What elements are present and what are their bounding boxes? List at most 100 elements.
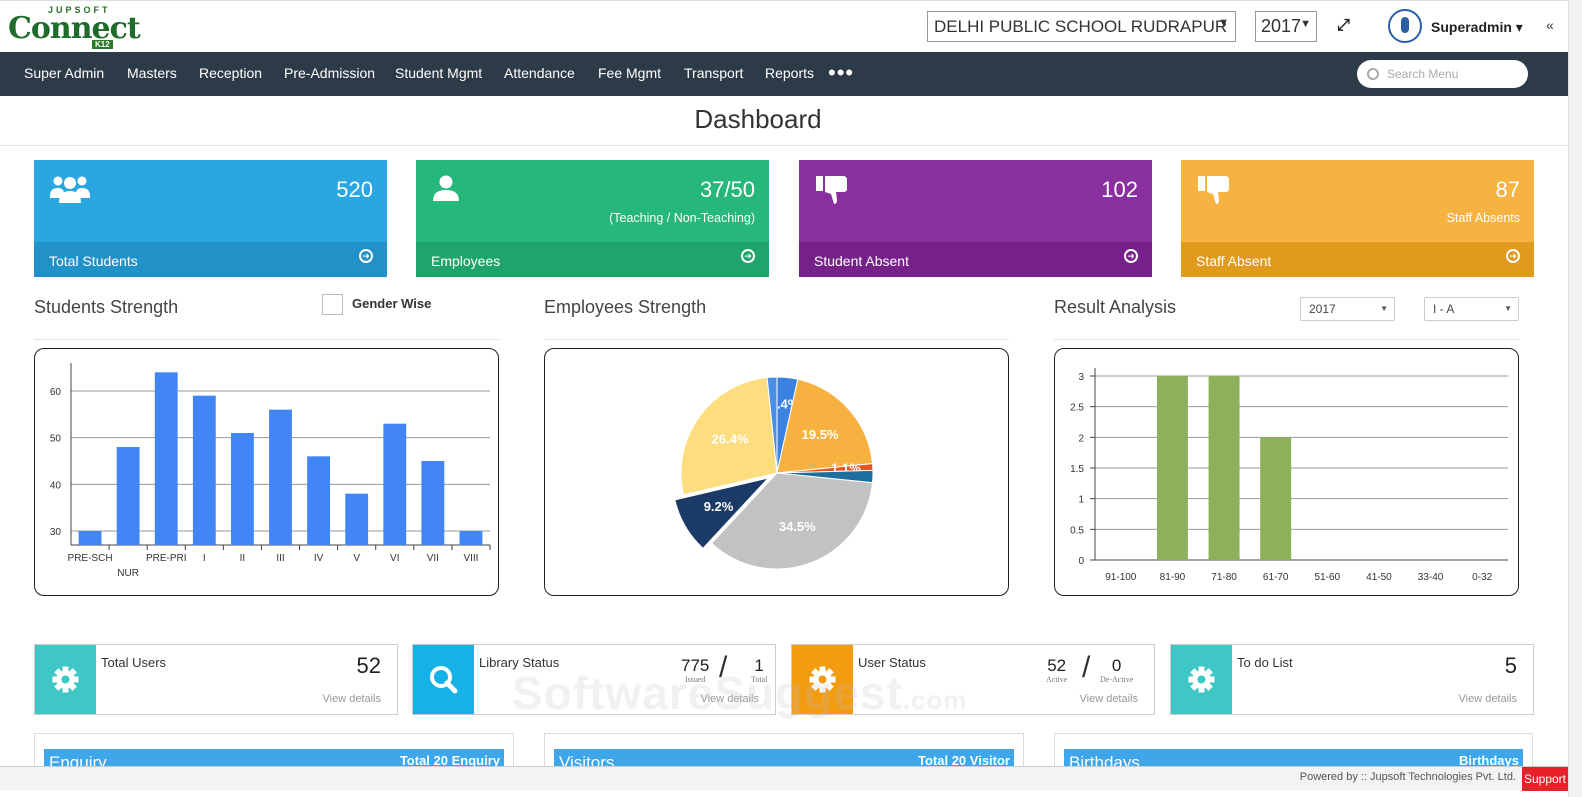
watermark: SoftwareSuggest.com — [512, 666, 967, 720]
view-details-link[interactable]: View details — [1079, 693, 1139, 705]
pie-slice — [776, 378, 874, 474]
separator: / — [1082, 651, 1091, 684]
arrow-right-icon[interactable]: ➜ — [359, 249, 373, 263]
user-icon — [433, 175, 459, 201]
nav-masters[interactable]: Masters — [127, 65, 177, 81]
x-tick-label: NUR — [117, 568, 139, 579]
user-name: Superadmin — [1431, 19, 1512, 35]
view-details-link[interactable]: View details — [1458, 693, 1518, 705]
support-button[interactable]: Support — [1522, 767, 1568, 791]
app-logo[interactable]: JUPSOFT Connect K12 — [8, 5, 141, 49]
school-select[interactable]: DELHI PUBLIC SCHOOL RUDRAPUR ▼ — [927, 11, 1236, 42]
caret-down-icon: ▼ — [1218, 17, 1229, 29]
issued-count: 775 Issued — [681, 657, 709, 685]
year-select-value: 2017 — [1261, 16, 1302, 36]
stat-label: User Status — [858, 655, 926, 670]
total-label: Total — [751, 675, 768, 684]
nav-super-admin[interactable]: Super Admin — [24, 65, 105, 81]
stat-label: Library Status — [479, 655, 560, 670]
total-count: 1 Total — [751, 656, 768, 685]
nav-transport[interactable]: Transport — [684, 65, 744, 81]
result-year-select[interactable]: 2017 ▼ — [1300, 297, 1395, 321]
panel-total[interactable]: Total 20 Enquiry — [399, 753, 500, 768]
bar — [345, 493, 369, 545]
todo-list-box[interactable]: To do List 5 View details — [1170, 644, 1534, 715]
pie-slice — [766, 376, 778, 474]
arrow-right-icon[interactable]: ➜ — [1506, 249, 1520, 263]
staff-absent-card[interactable]: 87 Staff Absents Staff Absent ➜ — [1181, 160, 1534, 277]
divider — [544, 339, 1009, 340]
total-value: 1 — [754, 656, 764, 675]
employees-strength-title: Employees Strength — [544, 297, 707, 317]
card-footer[interactable]: Total Students ➜ — [34, 242, 387, 277]
y-tick-label: 50 — [50, 434, 62, 445]
users-icon — [50, 176, 90, 203]
x-tick-label: VIII — [463, 553, 478, 564]
deactive-label: De-Active — [1100, 675, 1134, 684]
y-tick-label: 1 — [1078, 495, 1084, 506]
school-select-value: DELHI PUBLIC SCHOOL RUDRAPUR — [934, 17, 1228, 36]
arrow-right-icon[interactable]: ➜ — [741, 249, 755, 263]
students-strength-title: Students Strength — [34, 297, 179, 317]
search-menu-input[interactable]: Search Menu — [1357, 60, 1528, 88]
pie-label: 9.2% — [704, 499, 734, 514]
card-value: 87 — [1495, 177, 1520, 202]
nav-reception[interactable]: Reception — [199, 65, 263, 81]
arrow-right-icon[interactable]: ➜ — [1124, 249, 1138, 263]
card-footer[interactable]: Employees ➜ — [416, 242, 769, 277]
student-absent-card[interactable]: 102 Student Absent ➜ — [799, 160, 1152, 277]
divider — [0, 145, 1568, 146]
panel-total[interactable]: Total 20 Visitor — [918, 753, 1010, 768]
total-students-card[interactable]: 520 Total Students ➜ — [34, 160, 387, 277]
logo-product-text: Connect — [8, 11, 141, 46]
pie-label: 34.5% — [779, 519, 816, 534]
deactive-count: 0 De-Active — [1100, 657, 1134, 685]
y-tick-label: 2 — [1078, 433, 1084, 444]
active-value: 52 — [1047, 656, 1067, 675]
result-analysis-title: Result Analysis — [1054, 297, 1177, 317]
view-details-link[interactable]: View details — [322, 693, 382, 705]
user-menu[interactable]: Superadmin ▾ — [1431, 19, 1523, 35]
divider — [1054, 339, 1519, 340]
search-icon — [413, 645, 474, 714]
watermark-suffix: .com — [902, 685, 968, 715]
employees-card[interactable]: 37/50 (Teaching / Non-Teaching) Employee… — [416, 160, 769, 277]
bar — [421, 461, 445, 545]
user-status-box[interactable]: User Status 52 Active / 0 De-Active View… — [791, 644, 1155, 715]
card-label: Employees — [431, 253, 501, 269]
fullscreen-icon[interactable]: ⤢ — [1337, 17, 1350, 34]
collapse-icon[interactable]: « — [1546, 17, 1554, 33]
card-label: Staff Absent — [1196, 253, 1272, 269]
card-footer[interactable]: Staff Absent ➜ — [1181, 242, 1534, 277]
more-icon[interactable]: ••• — [828, 60, 855, 85]
x-tick-label: 51-60 — [1315, 572, 1341, 583]
panel-total[interactable]: Birthdays — [1459, 753, 1519, 768]
search-placeholder: Search Menu — [1387, 67, 1459, 81]
stat-value: 52 — [356, 653, 381, 678]
year-select[interactable]: 2017 ▼ — [1255, 11, 1317, 42]
y-tick-label: 0 — [1078, 556, 1084, 567]
card-footer[interactable]: Student Absent ➜ — [799, 242, 1152, 277]
main-nav: Super Admin Masters Reception Pre-Admiss… — [0, 52, 1568, 96]
bar — [1156, 376, 1188, 560]
card-subtext: (Teaching / Non-Teaching) — [609, 211, 755, 225]
bar — [269, 409, 292, 545]
result-class-select[interactable]: I - A ▼ — [1424, 297, 1519, 321]
nav-attendance[interactable]: Attendance — [504, 65, 575, 81]
card-label: Student Absent — [814, 253, 909, 269]
avatar[interactable] — [1388, 9, 1422, 43]
nav-pre-admission[interactable]: Pre-Admission — [284, 65, 376, 81]
nav-fee-mgmt[interactable]: Fee Mgmt — [598, 65, 662, 81]
result-class-value: I - A — [1433, 302, 1455, 316]
gender-wise-checkbox[interactable] — [322, 294, 343, 315]
nav-student-mgmt[interactable]: Student Mgmt — [395, 65, 483, 81]
total-users-box[interactable]: Total Users 52 View details — [34, 644, 398, 715]
view-details-link[interactable]: View details — [700, 693, 760, 705]
bar — [192, 395, 216, 545]
y-tick-label: 2.5 — [1070, 403, 1084, 414]
nav-reports[interactable]: Reports — [765, 65, 815, 81]
scrollbar[interactable] — [1568, 0, 1582, 797]
library-status-box[interactable]: Library Status 775 Issued / 1 Total View… — [412, 644, 776, 715]
y-tick-label: 0.5 — [1070, 525, 1084, 536]
